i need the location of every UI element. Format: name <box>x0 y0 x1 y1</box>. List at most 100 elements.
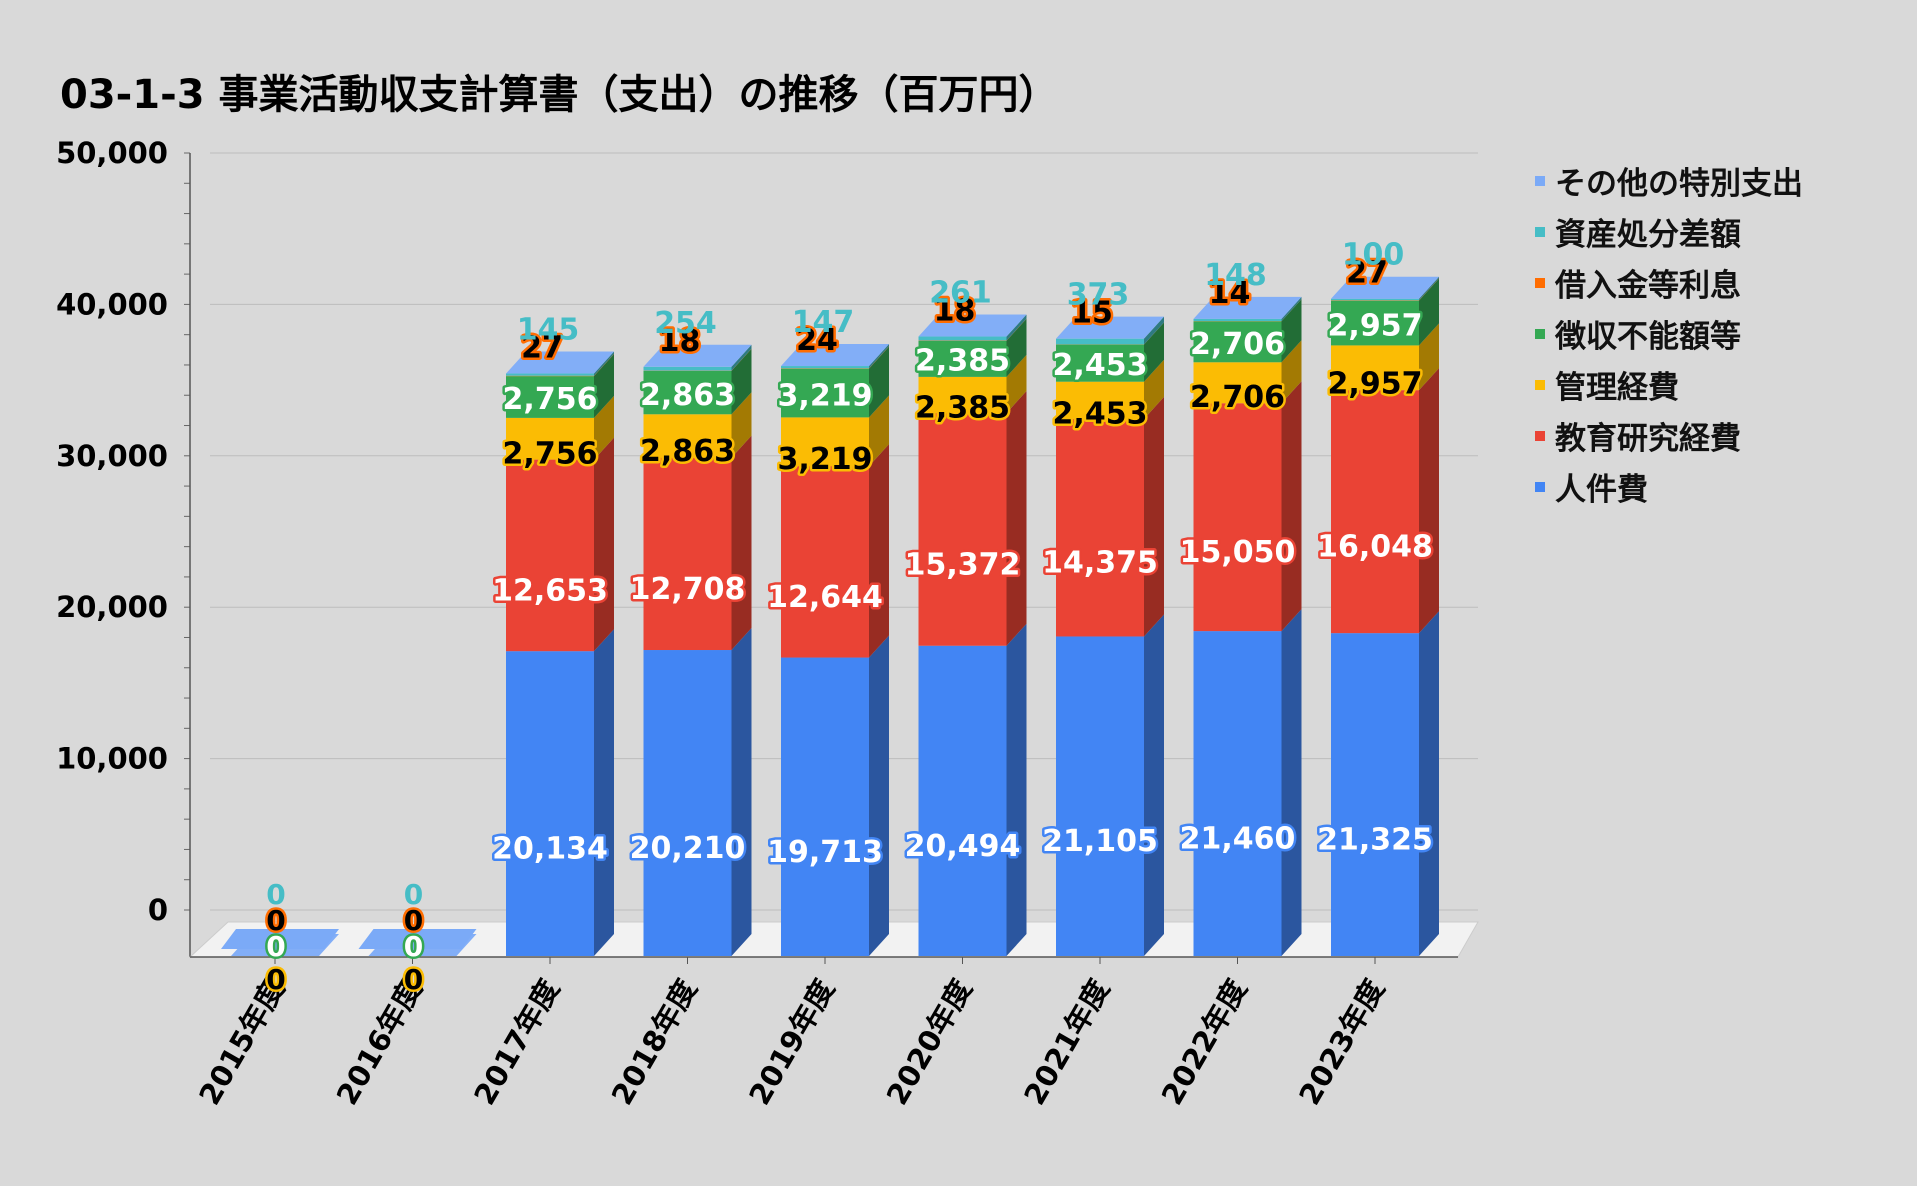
data-label: 18 <box>659 324 701 359</box>
bar-group <box>1056 316 1164 956</box>
bar-top <box>506 351 614 374</box>
bar-segment-side <box>869 346 889 369</box>
bar-segment <box>643 366 732 371</box>
x-tick-label: 2021年度 <box>1017 974 1116 1111</box>
bar-segment-side <box>1281 609 1302 956</box>
data-label: 148 <box>1204 258 1267 293</box>
bar-top <box>1193 296 1302 319</box>
data-label: 15 <box>1071 296 1113 331</box>
data-label: 2,756 <box>503 382 598 417</box>
bar-group <box>781 344 889 956</box>
bar-segment <box>1056 344 1144 382</box>
bar-segment-side <box>869 346 889 418</box>
data-label: 16,048 <box>1317 530 1433 565</box>
legend-label: 教育研究経費 <box>1555 421 1741 457</box>
bar-segment <box>781 466 869 658</box>
bar-segment <box>1056 381 1144 419</box>
bar-segment-side <box>731 348 752 371</box>
bar-segment <box>643 414 732 458</box>
bar-segment-side <box>594 437 614 652</box>
bar-segment <box>643 457 732 651</box>
data-label: 0 <box>266 963 285 996</box>
bar-segment <box>643 650 732 956</box>
data-label: 12,644 <box>767 580 883 615</box>
data-label: 15,372 <box>905 547 1021 582</box>
x-tick-label: 2019年度 <box>742 974 841 1111</box>
bar-segment <box>1331 633 1419 956</box>
data-label: 2,453 <box>1053 396 1148 431</box>
legend-item: 資産処分差額 <box>1535 206 1803 257</box>
bar-segment <box>1331 300 1419 346</box>
data-label: 2,385 <box>915 344 1010 379</box>
bar-segment-side <box>1144 322 1164 382</box>
bar-segment-side <box>1419 368 1439 634</box>
legend-label: 人件費 <box>1555 472 1648 508</box>
data-label: 0 <box>266 904 285 937</box>
bar-top <box>1056 316 1164 339</box>
data-label: 2,385 <box>915 391 1010 426</box>
bar-group <box>1193 296 1302 956</box>
bar-segment-side <box>1419 278 1439 301</box>
bar-segment <box>1193 321 1282 363</box>
data-label: 21,105 <box>1042 824 1158 859</box>
data-label: 20,134 <box>492 832 608 867</box>
data-label: 0 <box>266 878 285 911</box>
bar-segment-side <box>1144 322 1164 345</box>
bar-segment <box>506 651 594 956</box>
bar-segment <box>1331 298 1419 301</box>
bar-segment <box>1193 318 1282 322</box>
data-label: 19,713 <box>767 835 883 870</box>
legend-item: 教育研究経費 <box>1535 410 1803 461</box>
data-label: 2,706 <box>1190 380 1285 415</box>
legend-swatch <box>1535 226 1545 237</box>
legend-label: 資産処分差額 <box>1555 217 1741 253</box>
data-label: 261 <box>929 276 992 311</box>
legend-swatch <box>1535 430 1545 441</box>
bar-group <box>918 314 1027 956</box>
data-label: 20,494 <box>905 829 1021 864</box>
legend-label: 管理経費 <box>1555 370 1679 406</box>
bar-segment-side <box>1144 396 1164 637</box>
legend-item: その他の特別支出 <box>1535 155 1803 206</box>
data-label: 0 <box>266 930 285 963</box>
bar-zero <box>358 929 477 949</box>
bar-segment-side <box>731 344 752 371</box>
bar-segment-side <box>594 354 614 418</box>
bar-top <box>781 344 889 367</box>
bar-zero <box>221 929 339 949</box>
data-label: 21,460 <box>1180 822 1296 857</box>
x-tick-label: 2017年度 <box>467 974 566 1111</box>
data-label: 2,863 <box>640 378 735 413</box>
chart-legend: その他の特別支出 資産処分差額 借入金等利息 徴収不能額等 管理経費 教育研究経費 人件費 <box>1535 155 1803 512</box>
bar-segment-side <box>1281 299 1302 322</box>
data-label: 2,706 <box>1190 327 1285 362</box>
data-label: 27 <box>521 331 563 366</box>
bar-segment-side <box>1144 359 1164 419</box>
bar-segment <box>506 376 594 418</box>
data-label: 24 <box>796 323 838 358</box>
data-label: 3,219 <box>778 442 873 477</box>
data-label: 2,957 <box>1328 366 1423 401</box>
bar-segment-side <box>594 629 614 956</box>
data-label: 3,219 <box>778 378 873 413</box>
bar-segment <box>918 645 1007 956</box>
legend-swatch <box>1535 277 1545 288</box>
legend-swatch <box>1535 328 1545 339</box>
bar-segment-side <box>869 444 889 658</box>
bar-segment-side <box>1006 318 1027 377</box>
data-label: 20,210 <box>630 831 746 866</box>
bar-segment <box>506 417 594 460</box>
bar-top <box>918 314 1027 337</box>
legend-label: 徴収不能額等 <box>1555 319 1741 355</box>
data-label: 145 <box>517 313 580 348</box>
bar-group <box>358 929 477 956</box>
data-label: 0 <box>404 904 423 937</box>
x-tick-label: 2023年度 <box>1292 974 1391 1111</box>
bar-segment-side <box>594 353 614 377</box>
bar-segment <box>918 376 1007 413</box>
bar-segment <box>1193 403 1282 632</box>
bar-group <box>221 929 339 956</box>
legend-item: 管理経費 <box>1535 359 1803 410</box>
bar-segment <box>1056 418 1144 637</box>
